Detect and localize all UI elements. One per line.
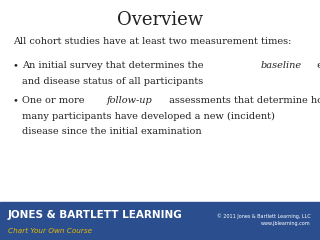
Text: follow-up: follow-up bbox=[107, 96, 153, 105]
Text: baseline: baseline bbox=[260, 61, 302, 70]
Bar bbox=[0, 202, 320, 240]
Text: •: • bbox=[13, 61, 19, 70]
Text: exposure: exposure bbox=[314, 61, 320, 70]
Text: •: • bbox=[13, 96, 19, 105]
Text: many participants have developed a new (incident): many participants have developed a new (… bbox=[22, 112, 275, 121]
Text: Overview: Overview bbox=[117, 11, 203, 29]
Text: All cohort studies have at least two measurement times:: All cohort studies have at least two mea… bbox=[13, 37, 291, 46]
Text: JONES & BARTLETT LEARNING: JONES & BARTLETT LEARNING bbox=[8, 210, 183, 220]
Text: disease since the initial examination: disease since the initial examination bbox=[22, 127, 202, 136]
Text: assessments that determine how: assessments that determine how bbox=[166, 96, 320, 105]
Text: An initial survey that determines the: An initial survey that determines the bbox=[22, 61, 207, 70]
Text: and disease status of all participants: and disease status of all participants bbox=[22, 77, 204, 86]
Text: One or more: One or more bbox=[22, 96, 88, 105]
Text: © 2011 Jones & Bartlett Learning, LLC
www.jblearning.com: © 2011 Jones & Bartlett Learning, LLC ww… bbox=[217, 213, 310, 226]
Text: Chart Your Own Course: Chart Your Own Course bbox=[8, 228, 92, 234]
